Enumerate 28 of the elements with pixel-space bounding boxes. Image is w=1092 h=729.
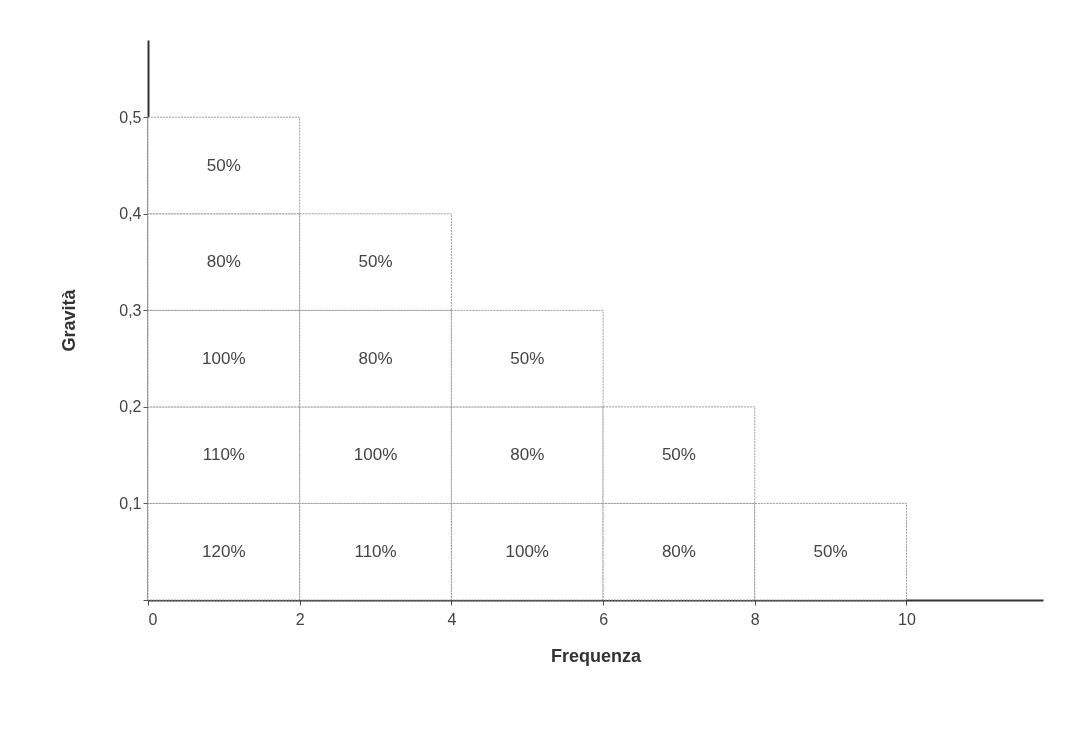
annotation: 50% xyxy=(206,155,241,175)
annotation: 80% xyxy=(661,541,696,561)
annotation: 50% xyxy=(358,252,393,272)
annotation: 50% xyxy=(661,445,696,465)
annotation: 100% xyxy=(505,541,549,561)
annotation: 100% xyxy=(353,445,398,465)
y-axis-title: Gravità xyxy=(59,288,80,352)
x-tick-label: 6 xyxy=(599,610,609,628)
y-tick-label: 0,2 xyxy=(119,398,142,416)
annotation: 50% xyxy=(813,541,848,561)
annotation: 80% xyxy=(206,252,241,272)
x-tick-label: 4 xyxy=(447,610,457,628)
annotation: 80% xyxy=(510,445,545,465)
y-tick-label: 0,5 xyxy=(119,108,142,126)
annotation: 110% xyxy=(202,445,245,465)
x-tick-label: 2 xyxy=(295,610,305,628)
x-tick-label: 8 xyxy=(750,610,760,628)
annotation: 80% xyxy=(358,348,393,368)
y-tick-label: 0,4 xyxy=(119,205,142,223)
x-axis-title: Frequenza xyxy=(550,645,642,666)
annotation: 100% xyxy=(202,348,246,368)
annotation: 110% xyxy=(354,541,397,561)
annotation: 50% xyxy=(510,348,545,368)
y-tick-label: 0,3 xyxy=(119,301,142,319)
x-tick-label: 0 xyxy=(148,610,158,628)
x-tick-label: 10 xyxy=(898,610,916,628)
annotation: 120% xyxy=(202,541,246,561)
y-tick-label: 0,1 xyxy=(119,494,142,512)
